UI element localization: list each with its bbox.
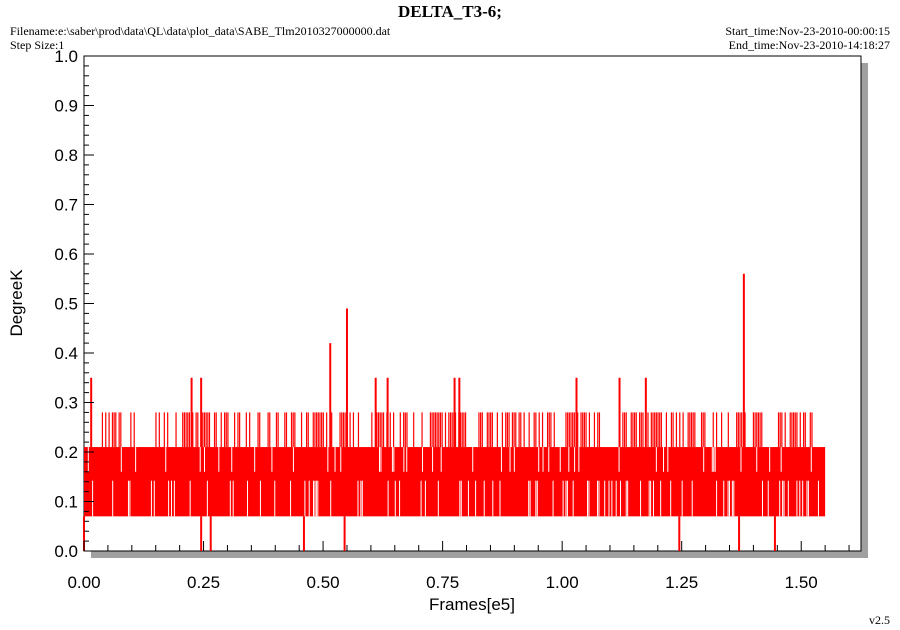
y-tick-label: 0.1 (54, 493, 78, 512)
end-time-label: End_time:Nov-23-2010-14:18:27 (728, 38, 890, 52)
x-tick-label: 1.25 (665, 573, 698, 592)
y-tick-label: 0.3 (54, 394, 78, 413)
x-tick-label: 1.00 (546, 573, 579, 592)
x-tick-label: 0.25 (187, 573, 220, 592)
step-size-label: Step Size:1 (10, 38, 65, 52)
y-tick-label: 0.6 (54, 245, 78, 264)
start-time-label: Start_time:Nov-23-2010-00:00:15 (725, 24, 890, 38)
y-tick-label: 0.0 (54, 542, 78, 561)
series-layer (83, 273, 826, 551)
y-tick-label: 0.7 (54, 196, 78, 215)
filename-label: Filename:e:\saber\prod\data\QL\data\plot… (10, 24, 391, 38)
y-tick-label: 1.0 (54, 47, 78, 66)
y-tick-label: 0.9 (54, 97, 78, 116)
axis-layer: 0.0 0.1 0.2 0.3 0.4 0.5 0.6 0.7 0.8 0.9 1.0 0.00 0.2… (54, 47, 850, 592)
y-axis-title: DegreeK (7, 269, 26, 337)
x-axis-title: Frames[e5] (429, 595, 515, 614)
chart-title: DELTA_T3-6; (398, 2, 502, 21)
x-tick-label: 0.75 (426, 573, 459, 592)
x-tick-label: 1.50 (785, 573, 818, 592)
y-tick-label: 0.4 (54, 344, 78, 363)
y-tick-label: 0.8 (54, 146, 78, 165)
x-tick-label: 0.00 (67, 573, 100, 592)
version-label: v2.5 (869, 613, 890, 627)
x-tick-label: 0.50 (307, 573, 340, 592)
y-tick-label: 0.2 (54, 443, 78, 462)
y-tick-label: 0.5 (54, 295, 78, 314)
